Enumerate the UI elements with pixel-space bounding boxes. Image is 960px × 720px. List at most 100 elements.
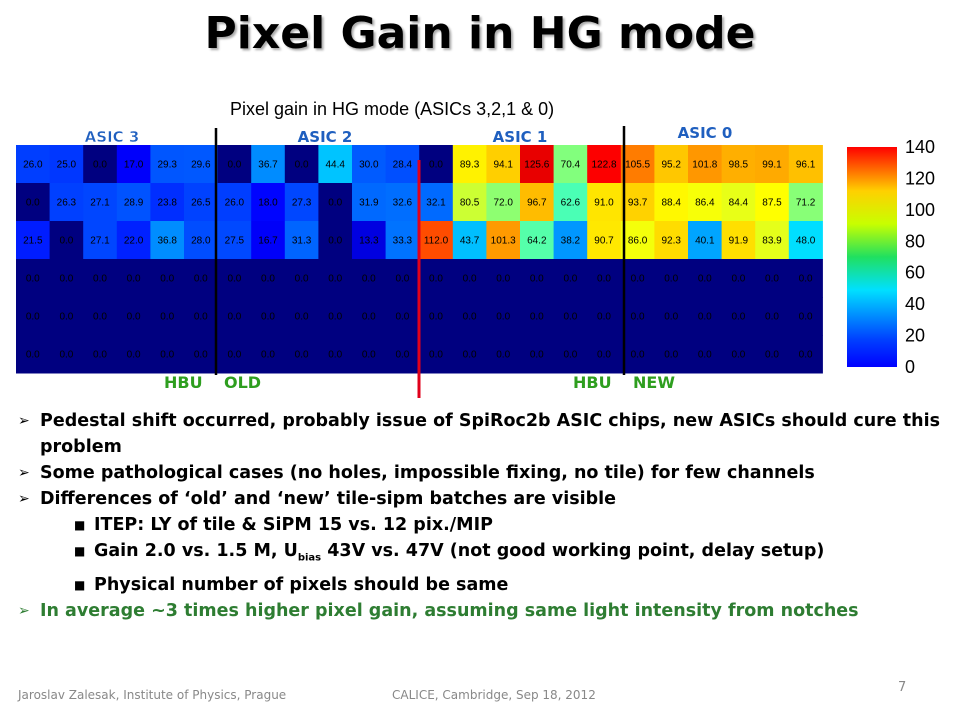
heatmap-cell-label: 70.4 [561, 160, 581, 171]
heatmap-cell [49, 145, 84, 184]
heatmap-cell [587, 183, 622, 222]
heatmap-cell [688, 297, 723, 336]
heatmap-cell-label: 33.3 [393, 236, 413, 247]
heatmap-cell-label: 86.4 [695, 198, 715, 209]
slide-title: Pixel Gain in HG mode [204, 8, 756, 59]
heatmap-cell-label: 0.0 [26, 198, 40, 209]
heatmap-cell [721, 183, 756, 222]
heatmap-cell [251, 297, 286, 336]
heatmap-cell-label: 0.0 [93, 312, 107, 323]
heatmap-cell-label: 0.0 [295, 160, 309, 171]
heatmap-cell [755, 259, 790, 298]
page-number: 7 [898, 680, 907, 695]
heatmap-cell-label: 27.5 [225, 236, 245, 247]
heatmap-cell-label: 0.0 [261, 350, 275, 361]
heatmap-cell-label: 28.9 [124, 198, 144, 209]
heatmap-cell-label: 26.0 [23, 160, 43, 171]
heatmap-cell-label: 0.0 [227, 274, 241, 285]
heatmap-cell [49, 183, 84, 222]
heatmap-cell [49, 297, 84, 336]
heatmap-cell [721, 145, 756, 184]
heatmap-cell [553, 145, 588, 184]
heatmap-cell [284, 335, 319, 374]
heatmap-cell [520, 335, 555, 374]
hbu-old-tag-label: OLD [224, 373, 261, 392]
heatmap-cell-label: 0.0 [328, 350, 342, 361]
heatmap-cell [419, 145, 454, 184]
heatmap-cell [620, 297, 655, 336]
heatmap-cell [251, 145, 286, 184]
heatmap-cell-label: 0.0 [127, 350, 141, 361]
sub-bullet-2-pre: Gain 2.0 vs. 1.5 M, U [94, 541, 298, 561]
heatmap-cell-label: 0.0 [261, 274, 275, 285]
heatmap-cell [654, 297, 689, 336]
heatmap-cell-label: 0.0 [295, 274, 309, 285]
heatmap-cell-label: 16.7 [258, 236, 278, 247]
heatmap-cell [83, 297, 118, 336]
heatmap-cell [486, 145, 521, 184]
colorbar-tick-label: 20 [905, 326, 925, 346]
heatmap-cell-label: 0.0 [496, 350, 510, 361]
heatmap-cell [419, 183, 454, 222]
heatmap-cell-label: 40.1 [695, 236, 715, 247]
heatmap-cell-label: 32.6 [393, 198, 413, 209]
heatmap-cell-label: 0.0 [597, 274, 611, 285]
heatmap-cell [788, 183, 823, 222]
heatmap-cell [284, 183, 319, 222]
heatmap-cell [352, 183, 387, 222]
heatmap-cell [116, 221, 151, 260]
heatmap-cell-label: 0.0 [731, 312, 745, 323]
heatmap-cell-label: 0.0 [631, 274, 645, 285]
heatmap-cell [721, 335, 756, 374]
heatmap-cell [251, 259, 286, 298]
heatmap-cell-label: 72.0 [493, 198, 513, 209]
arrow-bullet-icon: ➢ [18, 602, 30, 619]
colorbar-tick-label: 120 [905, 168, 935, 188]
heatmap-cell [486, 335, 521, 374]
heatmap-cell [654, 183, 689, 222]
asic-2-label: ASIC 2 [298, 128, 353, 146]
heatmap-cell [520, 259, 555, 298]
heatmap-cell-label: 64.2 [527, 236, 547, 247]
heatmap-cell-label: 26.3 [57, 198, 77, 209]
heatmap-cell [755, 335, 790, 374]
heatmap-cell [520, 145, 555, 184]
heatmap-cell-label: 28.0 [191, 236, 211, 247]
arrow-bullet-icon: ➢ [18, 413, 30, 429]
heatmap-cell [788, 145, 823, 184]
heatmap-cell-label: 0.0 [395, 274, 409, 285]
heatmap-cell-label: 84.4 [729, 198, 749, 209]
chart-title: Pixel gain in HG mode (ASICs 3,2,1 & 0) [230, 99, 554, 119]
heatmap-cell-label: 0.0 [362, 312, 376, 323]
heatmap-cell [688, 259, 723, 298]
heatmap-cell-label: 13.3 [359, 236, 379, 247]
heatmap-cell-label: 0.0 [328, 198, 342, 209]
heatmap-cell [419, 297, 454, 336]
heatmap-cell [16, 297, 51, 336]
arrow-bullet-icon: ➢ [18, 465, 30, 481]
heatmap-cell-label: 86.0 [628, 236, 648, 247]
heatmap-cell-label: 43.7 [460, 236, 480, 247]
heatmap-cell [385, 221, 420, 260]
heatmap-cell-label: 0.0 [194, 274, 208, 285]
heatmap-cell [755, 183, 790, 222]
heatmap-cell [318, 335, 353, 374]
heatmap-cell [620, 335, 655, 374]
colorbar-tick-label: 0 [905, 357, 915, 377]
heatmap-cell [721, 221, 756, 260]
heatmap-cell [587, 259, 622, 298]
heatmap-cell-label: 0.0 [530, 350, 544, 361]
heatmap-cell [318, 259, 353, 298]
heatmap-cell [385, 297, 420, 336]
heatmap-cell-label: 0.0 [227, 350, 241, 361]
heatmap-cell [385, 335, 420, 374]
heatmap-cell-label: 101.8 [692, 160, 717, 171]
heatmap-cell [83, 221, 118, 260]
heatmap-cell-label: 0.0 [295, 312, 309, 323]
colorbar-tick-label: 60 [905, 263, 925, 283]
heatmap-cell-label: 0.0 [765, 350, 779, 361]
heatmap-cell [587, 145, 622, 184]
heatmap-cell [553, 335, 588, 374]
heatmap-cell-label: 0.0 [664, 274, 678, 285]
heatmap-cell-label: 26.5 [191, 198, 211, 209]
